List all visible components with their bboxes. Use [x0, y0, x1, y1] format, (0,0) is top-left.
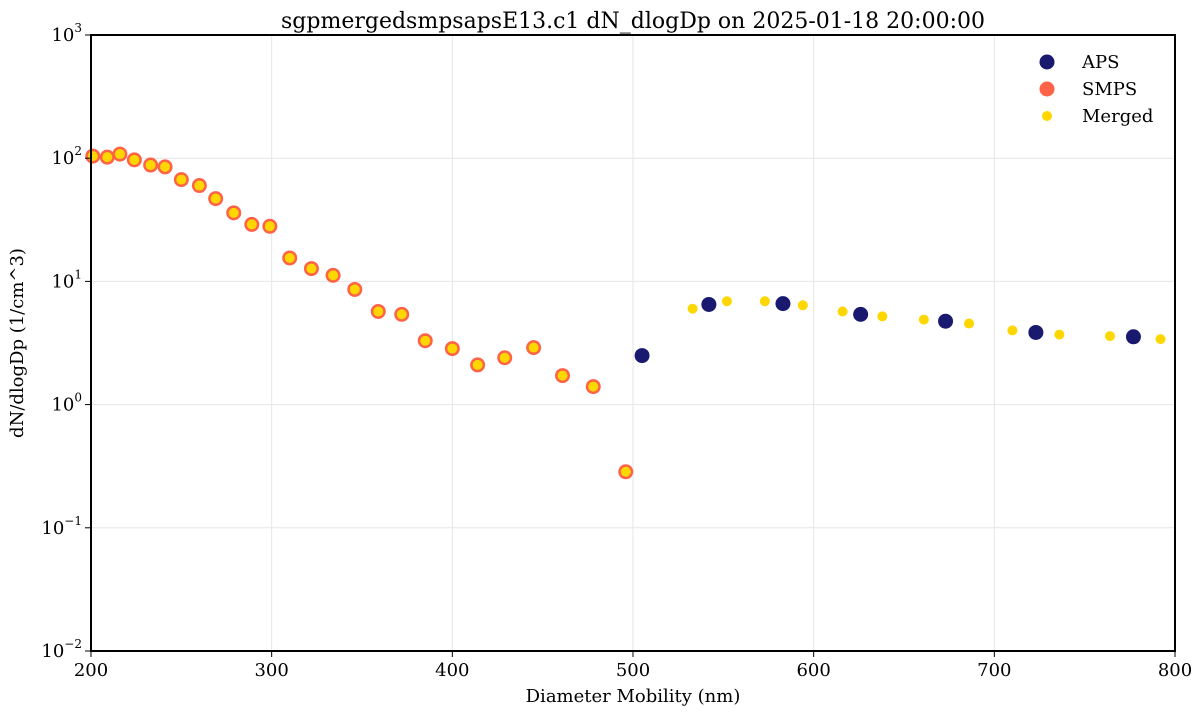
- legend-marker: [1042, 111, 1052, 121]
- merged-point: [420, 335, 431, 346]
- x-tick-label: 300: [254, 660, 288, 681]
- legend-label: SMPS: [1082, 79, 1137, 100]
- merged-point: [1155, 334, 1166, 345]
- y-tick-base: 10: [41, 518, 64, 539]
- x-tick-label: 800: [1158, 660, 1192, 681]
- y-tick-exponent: −2: [64, 637, 82, 651]
- merged-point: [721, 296, 732, 307]
- y-tick-label: 10−1: [41, 514, 82, 539]
- series-aps: [634, 296, 1141, 364]
- y-tick-label: 103: [51, 21, 82, 46]
- y-tick-base: 10: [51, 395, 74, 416]
- merged-point: [102, 152, 113, 163]
- merged-point: [210, 193, 221, 204]
- y-axis-label: dN/dlogDp (1/cm^3): [7, 248, 28, 438]
- legend-label: Merged: [1082, 106, 1153, 127]
- series-smps: [85, 146, 634, 480]
- merged-point: [87, 151, 98, 162]
- merged-point: [246, 219, 257, 230]
- y-tick-label: 10−2: [41, 637, 82, 662]
- y-tick-exponent: 2: [74, 144, 82, 158]
- aps-point: [1125, 329, 1141, 345]
- aps-point: [634, 348, 650, 364]
- y-tick-label: 100: [51, 391, 82, 416]
- merged-point: [588, 381, 599, 392]
- merged-point: [114, 149, 125, 160]
- merged-point: [160, 161, 171, 172]
- legend-label: APS: [1081, 52, 1119, 73]
- aps-point: [701, 296, 717, 312]
- aps-point: [938, 313, 954, 329]
- merged-point: [328, 270, 339, 281]
- x-tick-label: 500: [616, 660, 650, 681]
- merged-point: [1007, 325, 1018, 336]
- merged-point: [472, 359, 483, 370]
- data-points: [85, 146, 1166, 480]
- legend: APS SMPS Merged: [1039, 52, 1153, 127]
- merged-point: [687, 303, 698, 314]
- merged-point: [918, 314, 929, 325]
- merged-point: [194, 180, 205, 191]
- merged-point: [349, 284, 360, 295]
- x-tick-label: 600: [796, 660, 830, 681]
- aps-point: [853, 306, 869, 322]
- y-tick-base: 10: [51, 148, 74, 169]
- y-tick-base: 10: [51, 25, 74, 46]
- merged-point: [877, 311, 888, 322]
- merged-point: [1104, 331, 1115, 342]
- grid: [90, 34, 1176, 652]
- merged-point: [306, 263, 317, 274]
- x-tick-label: 200: [74, 660, 108, 681]
- legend-item-merged: Merged: [1042, 106, 1153, 127]
- y-tick-label: 102: [51, 144, 82, 169]
- y-tick-exponent: 3: [74, 21, 82, 35]
- x-axis-label: Diameter Mobility (nm): [526, 686, 741, 707]
- y-tick-exponent: 1: [74, 267, 82, 281]
- merged-point: [284, 252, 295, 263]
- legend-item-aps: APS: [1039, 52, 1119, 73]
- aps-point: [775, 296, 791, 312]
- merged-point: [373, 306, 384, 317]
- legend-marker: [1039, 81, 1055, 97]
- merged-point: [264, 221, 275, 232]
- merged-point: [620, 466, 631, 477]
- legend-marker: [1039, 54, 1055, 70]
- aps-point: [1028, 324, 1044, 340]
- merged-point: [228, 207, 239, 218]
- y-tick-label: 101: [51, 267, 82, 292]
- merged-point: [129, 154, 140, 165]
- y-tick-base: 10: [41, 641, 64, 662]
- merged-point: [837, 306, 848, 317]
- merged-point: [964, 318, 975, 329]
- merged-point: [797, 300, 808, 311]
- merged-point: [145, 160, 156, 171]
- merged-point: [447, 343, 458, 354]
- x-axis: 200 300 400 500 600 700 800: [74, 651, 1192, 681]
- chart-title: sgpmergedsmpsapsE13.c1 dN_dlogDp on 2025…: [281, 9, 985, 34]
- legend-item-smps: SMPS: [1039, 79, 1137, 100]
- y-tick-base: 10: [51, 271, 74, 292]
- merged-point: [1054, 329, 1065, 340]
- x-tick-label: 400: [435, 660, 469, 681]
- merged-point: [759, 296, 770, 307]
- merged-point: [499, 352, 510, 363]
- x-tick-label: 700: [977, 660, 1011, 681]
- series-merged: [87, 149, 1166, 477]
- merged-point: [396, 309, 407, 320]
- merged-point: [557, 370, 568, 381]
- merged-point: [528, 342, 539, 353]
- merged-point: [176, 174, 187, 185]
- y-tick-exponent: −1: [64, 514, 82, 528]
- y-tick-exponent: 0: [74, 391, 82, 405]
